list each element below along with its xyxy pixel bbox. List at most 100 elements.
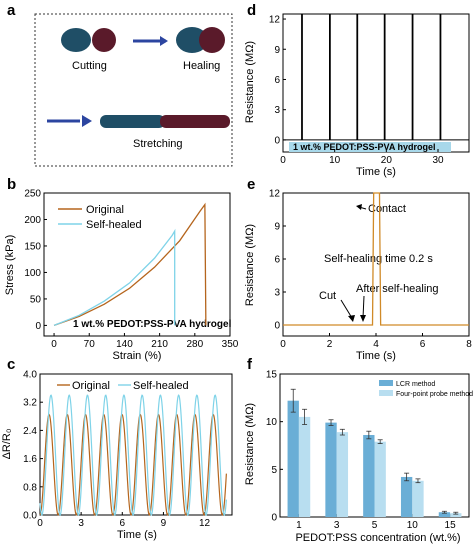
chart-e-after-arrowhead [360, 315, 366, 322]
chart-c-ytick-label-5: 4.0 [23, 370, 37, 381]
legend-c-selfhealed: Self-healed [133, 380, 189, 392]
chart-f-ytick-label-0: 0 [271, 513, 277, 524]
chart-c-series-line-0 [39, 413, 227, 516]
chart-b-annotation: 1 wt.% PEDOT:PSS-PVA hydrogel [73, 319, 232, 330]
chart-d-annotation: 1 wt.% PEDOT:PSS-PVA hydrogel [293, 142, 436, 152]
chart-b: Strain (%) Stress (kPa) 1 wt.% PEDOT:PSS… [4, 189, 239, 363]
chart-c-ylabel: ΔR/R₀ [1, 429, 13, 460]
panel-letter-b: b [7, 176, 17, 193]
chart-e-xtick-label-2: 4 [373, 339, 379, 350]
panel-letter-e: e [247, 176, 256, 193]
chart-c-ytick-label-2: 1.6 [23, 454, 37, 465]
chart-f-xlabel: PEDOT:PSS concentration (wt.%) [295, 532, 460, 544]
chart-b-ytick-label-1: 50 [30, 294, 42, 305]
chart-c-xtick-label-2: 6 [120, 518, 126, 529]
arrowhead-cut-to-heal [160, 36, 168, 46]
chart-c-ytick-label-1: 0.8 [23, 482, 37, 493]
chart-b-ytick-label-4: 200 [24, 215, 41, 226]
chart-e-xtick-label-4: 8 [466, 339, 472, 350]
chart-c-ytick-label-3: 2.4 [23, 426, 37, 437]
chart-d-series-line-0 [283, 13, 469, 141]
chart-c-ytick-label-4: 3.2 [23, 398, 37, 409]
chart-d-xtick-label-1: 10 [329, 155, 341, 166]
hydrogel-piece-red [92, 28, 116, 52]
chart-f-bar-1-4 [450, 513, 462, 517]
arrowhead-stretch [82, 115, 92, 127]
chart-c-xtick-label-1: 3 [78, 518, 84, 529]
panel-letter-c: c [7, 356, 16, 373]
chart-d-xtick-label-2: 20 [381, 155, 393, 166]
chart-d-ylabel: Resistance (MΩ) [244, 41, 256, 123]
chart-e-ytick-label-3: 9 [274, 222, 280, 233]
chart-e-contact-label: Contact [368, 203, 406, 215]
chart-e-xlabel: Time (s) [356, 350, 396, 362]
panel-letter-f: f [247, 356, 252, 373]
chart-e-ytick-label-1: 3 [274, 288, 280, 299]
stretched-red [160, 115, 230, 128]
chart-f-bar-1-0 [298, 416, 311, 517]
legend-f-fourpoint-swatch [379, 390, 393, 396]
chart-b-xtick-label-5: 350 [222, 339, 239, 350]
chart-e-healing-time: Self-healing time 0.2 s [324, 253, 433, 265]
chart-d-xlabel: Time (s) [356, 166, 396, 178]
chart-e-cut-arrowhead [348, 315, 355, 322]
chart-f-xtick-label-2: 5 [372, 520, 378, 531]
chart-c-xtick-label-4: 12 [199, 518, 211, 529]
chart-c-series-line-1 [39, 394, 227, 516]
legend-c-original: Original [72, 380, 110, 392]
chart-d-ytick-label-1: 3 [274, 105, 280, 116]
chart-b-series-line-1 [53, 228, 176, 327]
panel-a-photo: Cutting Healing Stretching [34, 13, 233, 167]
chart-e-xtick-label-0: 0 [280, 339, 286, 350]
chart-e-after-label: After self-healing [356, 283, 439, 295]
hydrogel-piece-blue [61, 28, 91, 52]
chart-c-xlabel: Time (s) [117, 529, 157, 541]
chart-d-ytick-label-4: 12 [269, 15, 281, 26]
chart-e-contact-arrowhead [356, 204, 362, 210]
chart-f-ytick-label-3: 15 [266, 370, 278, 381]
chart-e-ytick-label-4: 12 [269, 189, 281, 200]
chart-b-series-line-0 [53, 202, 207, 327]
chart-d-ytick-label-2: 6 [274, 75, 280, 86]
chart-b-xlabel: Strain (%) [113, 350, 162, 362]
chart-f: PEDOT:PSS concentration (wt.%) Resistanc… [244, 370, 473, 545]
chart-e-after-arrow [362, 295, 365, 319]
hydrogel-healed-red [199, 27, 225, 53]
chart-f-bar-0-1 [325, 422, 337, 517]
chart-b-xtick-label-4: 280 [186, 339, 203, 350]
legend-b-selfhealed: Self-healed [86, 219, 142, 231]
chart-e: Time (s) Resistance (MΩ) Contact Self-he… [244, 189, 472, 363]
chart-f-bar-0-3 [400, 476, 413, 517]
chart-e-series-line-0 [283, 192, 469, 326]
chart-b-xtick-label-3: 210 [151, 339, 168, 350]
chart-e-ytick-label-0: 0 [274, 321, 280, 332]
chart-b-ytick-label-0: 0 [35, 321, 41, 332]
chart-e-cut-arrow [340, 299, 353, 319]
chart-f-xtick-label-1: 3 [334, 520, 340, 531]
stretched-blue [100, 115, 165, 128]
chart-d: 1 wt.% PEDOT:PSS-PVA hydrogel Time (s) R… [244, 13, 470, 178]
chart-f-bar-0-4 [438, 512, 451, 517]
chart-c-ytick-label-0: 0.0 [23, 511, 37, 522]
legend-b-original: Original [86, 204, 124, 216]
legend-f-fourpoint: Four-point probe method [396, 391, 473, 398]
chart-c-frame [39, 373, 233, 516]
chart-e-xtick-label-1: 2 [327, 339, 333, 350]
label-healing: Healing [183, 60, 220, 72]
label-cutting: Cutting [72, 60, 107, 72]
chart-e-cut-label: Cut [319, 290, 336, 302]
chart-d-ytick-label-0: 0 [274, 135, 280, 146]
chart-d-xtick-label-3: 30 [432, 155, 444, 166]
chart-b-xtick-label-2: 140 [116, 339, 133, 350]
chart-d-ytick-label-3: 9 [274, 45, 280, 56]
chart-f-bar-1-2 [374, 441, 386, 517]
panel-letter-d: d [247, 2, 257, 19]
chart-f-bar-1-3 [412, 480, 424, 517]
chart-b-ylabel: Stress (kPa) [4, 235, 16, 296]
chart-f-ytick-label-2: 10 [266, 417, 278, 428]
chart-f-bar-1-1 [336, 432, 349, 517]
chart-b-xtick-label-0: 0 [51, 339, 57, 350]
legend-f-lcr: LCR method [396, 381, 435, 388]
chart-b-ytick-label-5: 250 [24, 189, 41, 200]
